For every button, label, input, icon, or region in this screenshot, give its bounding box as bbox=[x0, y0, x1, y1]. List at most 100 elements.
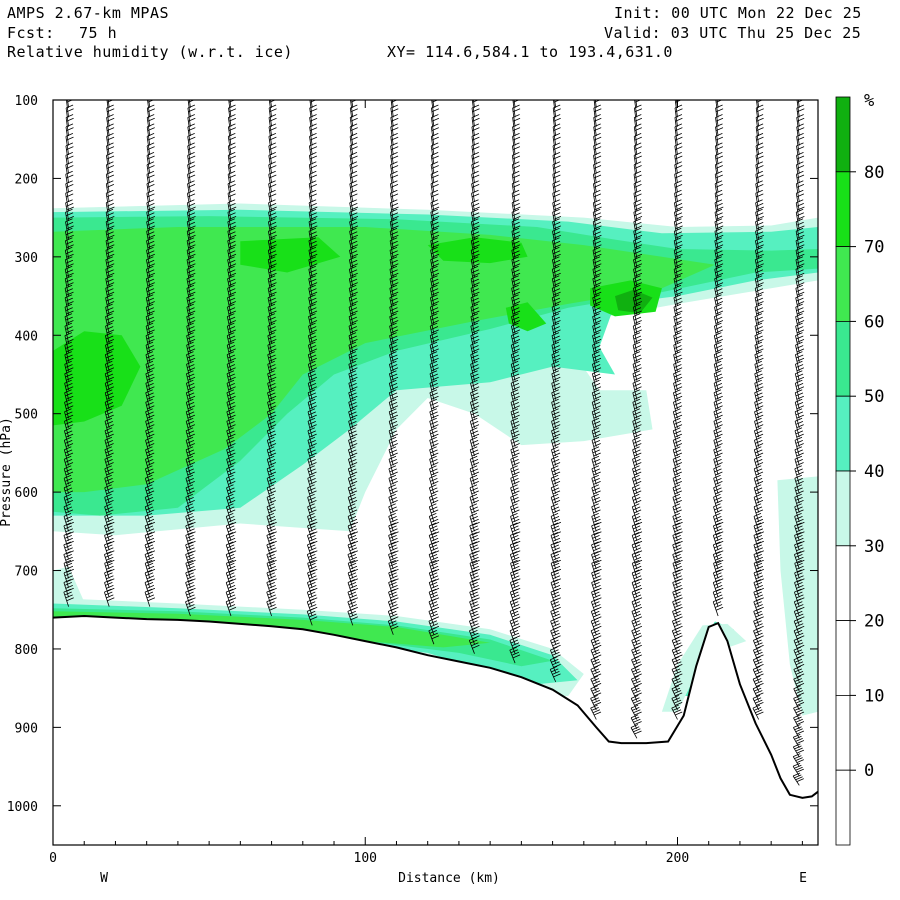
wind-barb-feather bbox=[268, 335, 276, 340]
wind-barb-feather bbox=[429, 554, 438, 558]
wind-barb-feather bbox=[144, 588, 153, 593]
wind-barb-feather bbox=[146, 284, 154, 289]
wind-barb-feather bbox=[634, 174, 642, 179]
wind-barb-feather bbox=[796, 414, 804, 419]
wind-barb-feather bbox=[672, 668, 681, 673]
wind-barb-feather bbox=[145, 379, 153, 384]
wind-barb-feather bbox=[591, 493, 599, 498]
wind-barb-feather bbox=[429, 579, 437, 583]
wind-barb-feather bbox=[388, 569, 396, 574]
wind-barb-feather bbox=[715, 518, 723, 523]
wind-barb-feather bbox=[64, 341, 72, 346]
wind-barb-staff bbox=[793, 611, 800, 626]
wind-barb-staff bbox=[266, 563, 272, 579]
wind-barb-feather bbox=[511, 642, 520, 647]
wind-barb-feather bbox=[389, 411, 398, 416]
wind-barb-feather bbox=[593, 367, 602, 372]
wind-barb-feather bbox=[795, 516, 803, 520]
wind-barb-feather bbox=[512, 152, 520, 156]
wind-barb-feather bbox=[471, 364, 479, 368]
wind-barb-feather bbox=[550, 598, 558, 603]
wind-barb-feather bbox=[715, 155, 724, 160]
wind-barb-feather bbox=[390, 269, 398, 274]
wind-barb-feather bbox=[794, 559, 802, 564]
wind-barb-feather bbox=[308, 313, 316, 317]
wind-barb-feather bbox=[309, 155, 318, 160]
wind-barb-feather bbox=[64, 332, 73, 336]
wind-barb-feather bbox=[796, 585, 804, 589]
wind-barb-feather bbox=[105, 208, 114, 213]
wind-barb-feather bbox=[67, 90, 74, 93]
wind-barb-feather bbox=[65, 594, 73, 599]
wind-barb-feather bbox=[431, 424, 439, 428]
wind-barb-feather bbox=[390, 443, 398, 447]
wind-barb-staff bbox=[713, 487, 719, 504]
wind-barb-feather bbox=[65, 414, 74, 419]
wind-barb-feather bbox=[673, 265, 682, 270]
wind-barb-staff bbox=[104, 411, 110, 428]
wind-barb-staff bbox=[189, 100, 191, 108]
wind-barb-feather bbox=[144, 513, 153, 517]
wind-barb-feather bbox=[431, 550, 440, 555]
wind-barb-feather bbox=[430, 604, 439, 608]
wind-barb-feather bbox=[551, 332, 560, 336]
wind-barb-feather bbox=[188, 521, 196, 526]
wind-barb-staff bbox=[591, 506, 597, 523]
wind-barb-feather bbox=[65, 411, 73, 416]
wind-barb-feather bbox=[672, 687, 681, 692]
x-tick-label: 0 bbox=[49, 851, 57, 866]
wind-barb-feather bbox=[390, 155, 399, 160]
wind-barb-feather bbox=[431, 272, 440, 277]
wind-barb-feather bbox=[269, 174, 277, 179]
wind-barb-feather bbox=[431, 568, 440, 573]
wind-barb-feather bbox=[350, 184, 358, 188]
wind-barb-feather bbox=[552, 402, 560, 406]
wind-barb-feather bbox=[186, 313, 194, 317]
wind-barb-feather bbox=[632, 446, 640, 451]
wind-barb-feather bbox=[511, 275, 519, 280]
wind-barb-feather bbox=[106, 174, 115, 179]
wind-barb-feather bbox=[107, 272, 115, 277]
wind-barb-feather bbox=[105, 383, 114, 387]
wind-barb-feather bbox=[348, 554, 357, 558]
wind-barb-feather bbox=[308, 468, 316, 473]
wind-barb-feather bbox=[470, 332, 478, 336]
wind-barb-feather bbox=[227, 341, 235, 346]
wind-barb-feather bbox=[350, 376, 358, 381]
wind-barb-feather bbox=[756, 320, 764, 324]
wind-barb-feather bbox=[634, 578, 643, 583]
wind-barb-staff bbox=[185, 440, 191, 457]
wind-barb-feather bbox=[309, 329, 318, 334]
wind-barb-feather bbox=[631, 666, 639, 670]
wind-barb-feather bbox=[673, 389, 681, 394]
wind-barb-feather bbox=[391, 225, 399, 230]
wind-barb-feather bbox=[592, 383, 601, 387]
wind-barb-feather bbox=[673, 497, 681, 501]
wind-barb-feather bbox=[309, 528, 317, 533]
wind-barb-feather bbox=[147, 395, 155, 400]
wind-barb-feather bbox=[186, 392, 195, 397]
wind-barb-feather bbox=[146, 161, 155, 166]
wind-barb-feather bbox=[796, 354, 804, 359]
wind-barb-feather bbox=[269, 184, 277, 188]
wind-barb-feather bbox=[471, 288, 479, 292]
wind-barb-feather bbox=[632, 535, 641, 539]
wind-barb-feather bbox=[796, 376, 805, 381]
wind-barb-feather bbox=[470, 351, 478, 355]
wind-barb-feather bbox=[631, 646, 639, 651]
wind-barb-feather bbox=[147, 244, 155, 249]
wind-barb-feather bbox=[106, 565, 114, 570]
wind-barb-feather bbox=[309, 490, 317, 495]
wind-barb-staff bbox=[347, 487, 354, 504]
wind-barb-feather bbox=[672, 697, 681, 702]
wind-barb-feather bbox=[715, 528, 723, 533]
wind-barb-feather bbox=[551, 370, 559, 375]
wind-barb-feather bbox=[429, 351, 438, 355]
wind-barb-staff bbox=[470, 392, 475, 410]
wind-barb-feather bbox=[310, 100, 317, 103]
wind-barb-feather bbox=[755, 528, 764, 533]
wind-barb-staff bbox=[104, 392, 110, 410]
wind-barb-feather bbox=[634, 203, 642, 207]
wind-barb-feather bbox=[350, 433, 358, 438]
wind-barb-feather bbox=[66, 108, 74, 113]
